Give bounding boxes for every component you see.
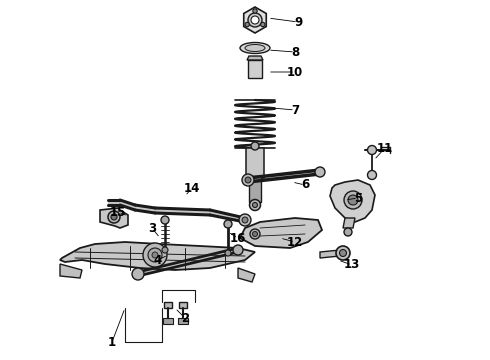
Circle shape xyxy=(250,229,260,239)
Circle shape xyxy=(368,171,376,180)
Circle shape xyxy=(242,217,248,223)
Circle shape xyxy=(249,199,261,211)
Text: 6: 6 xyxy=(301,179,309,192)
Polygon shape xyxy=(244,7,266,33)
Circle shape xyxy=(111,214,117,220)
Circle shape xyxy=(348,195,358,205)
Circle shape xyxy=(252,231,258,237)
Polygon shape xyxy=(320,250,340,258)
Circle shape xyxy=(239,214,251,226)
Polygon shape xyxy=(155,208,210,215)
Circle shape xyxy=(261,22,265,27)
Polygon shape xyxy=(249,176,261,202)
Circle shape xyxy=(108,211,120,223)
Text: 15: 15 xyxy=(110,206,126,219)
Text: 8: 8 xyxy=(291,45,299,58)
Circle shape xyxy=(248,13,262,27)
Circle shape xyxy=(336,246,350,260)
Polygon shape xyxy=(179,302,187,308)
Text: 4: 4 xyxy=(154,253,162,266)
Text: 2: 2 xyxy=(181,311,189,324)
Polygon shape xyxy=(164,302,172,308)
Circle shape xyxy=(252,202,258,207)
Polygon shape xyxy=(248,60,262,78)
Circle shape xyxy=(315,167,325,177)
Text: 12: 12 xyxy=(287,235,303,248)
Circle shape xyxy=(161,216,169,224)
Circle shape xyxy=(251,142,259,150)
Polygon shape xyxy=(330,180,375,222)
Polygon shape xyxy=(60,264,82,278)
Text: 7: 7 xyxy=(291,104,299,117)
Polygon shape xyxy=(247,56,263,60)
Circle shape xyxy=(148,248,162,262)
Polygon shape xyxy=(246,148,264,178)
Ellipse shape xyxy=(245,45,265,51)
Polygon shape xyxy=(163,318,173,324)
Polygon shape xyxy=(210,210,245,222)
Polygon shape xyxy=(135,205,155,213)
Polygon shape xyxy=(108,200,120,205)
Text: 1: 1 xyxy=(108,336,116,348)
Polygon shape xyxy=(178,318,188,324)
Circle shape xyxy=(251,16,259,24)
Text: 5: 5 xyxy=(354,192,362,204)
Text: 13: 13 xyxy=(344,258,360,271)
Polygon shape xyxy=(100,208,128,228)
Text: 10: 10 xyxy=(287,66,303,78)
Circle shape xyxy=(242,174,254,186)
Text: 3: 3 xyxy=(148,221,156,234)
Circle shape xyxy=(224,220,232,228)
Circle shape xyxy=(233,245,243,255)
Circle shape xyxy=(162,247,168,253)
Circle shape xyxy=(253,9,257,13)
Circle shape xyxy=(245,22,249,27)
Polygon shape xyxy=(240,218,322,248)
Circle shape xyxy=(245,177,251,183)
Circle shape xyxy=(368,145,376,154)
Text: 11: 11 xyxy=(377,141,393,154)
Circle shape xyxy=(340,249,346,256)
Polygon shape xyxy=(343,218,355,228)
Circle shape xyxy=(152,252,158,258)
Text: 16: 16 xyxy=(230,231,246,244)
Circle shape xyxy=(143,243,167,267)
Polygon shape xyxy=(138,248,238,276)
Ellipse shape xyxy=(240,42,270,54)
Polygon shape xyxy=(238,268,255,282)
Text: 9: 9 xyxy=(294,15,302,28)
Text: 14: 14 xyxy=(184,181,200,194)
Circle shape xyxy=(225,250,231,256)
Circle shape xyxy=(344,228,352,236)
Circle shape xyxy=(132,268,144,280)
Polygon shape xyxy=(120,200,135,210)
Circle shape xyxy=(344,191,362,209)
Polygon shape xyxy=(60,242,255,270)
Polygon shape xyxy=(248,170,320,182)
